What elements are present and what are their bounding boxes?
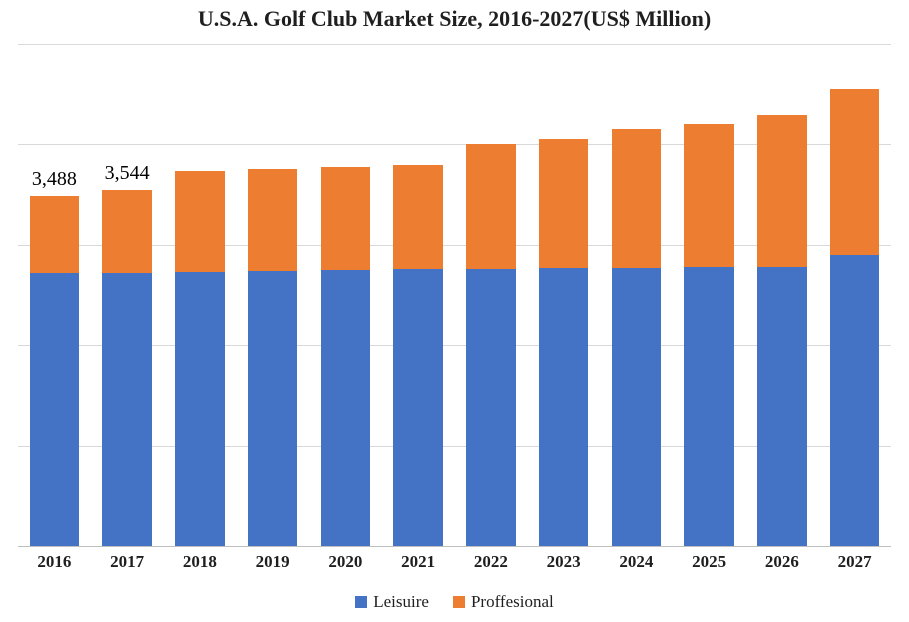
bar-slot [164, 44, 237, 546]
legend-swatch [453, 596, 465, 608]
bar-segment [30, 273, 79, 546]
bar-segment [757, 267, 806, 546]
bar-segment [102, 273, 151, 546]
legend-label: Leisuire [373, 592, 429, 612]
bar-slot [746, 44, 819, 546]
legend-item: Proffesional [453, 592, 554, 612]
x-tick-label: 2019 [236, 552, 309, 572]
bar-stack [684, 124, 733, 546]
bar-slot [382, 44, 455, 546]
bar-stack [539, 139, 588, 546]
bar-segment [466, 144, 515, 268]
bar-segment [30, 196, 79, 273]
plot-area: 3,4883,544 [18, 44, 891, 546]
bar-slot: 3,544 [91, 44, 164, 546]
bar-stack [102, 190, 151, 546]
x-tick-label: 2016 [18, 552, 91, 572]
bar-segment [539, 268, 588, 546]
bar-segment [539, 139, 588, 268]
bar-stack [612, 129, 661, 546]
bar-segment [830, 255, 879, 546]
bar-top-label: 3,488 [18, 168, 91, 191]
bar-segment [248, 271, 297, 546]
bar-segment [248, 169, 297, 271]
bar-stack [30, 196, 79, 546]
bar-slot: 3,488 [18, 44, 91, 546]
x-tick-label: 2023 [527, 552, 600, 572]
x-tick-label: 2027 [818, 552, 891, 572]
bar-slot [236, 44, 309, 546]
legend-item: Leisuire [355, 592, 429, 612]
bar-stack [321, 167, 370, 547]
x-tick-label: 2026 [746, 552, 819, 572]
legend-label: Proffesional [471, 592, 554, 612]
bar-segment [175, 171, 224, 272]
bar-segment [830, 89, 879, 255]
bar-stack [466, 144, 515, 546]
bar-segment [684, 124, 733, 267]
x-axis: 2016201720182019202020212022202320242025… [18, 552, 891, 572]
bar-segment [466, 269, 515, 546]
bar-stack [248, 169, 297, 547]
bar-slot [309, 44, 382, 546]
bar-stack [757, 115, 806, 546]
bar-segment [612, 129, 661, 268]
chart-container: U.S.A. Golf Club Market Size, 2016-2027(… [0, 0, 909, 622]
bar-segment [612, 268, 661, 546]
legend-swatch [355, 596, 367, 608]
bar-slot [673, 44, 746, 546]
x-tick-label: 2020 [309, 552, 382, 572]
bar-stack [393, 165, 442, 547]
bar-segment [102, 190, 151, 273]
x-tick-label: 2021 [382, 552, 455, 572]
bar-slot [527, 44, 600, 546]
bar-segment [757, 115, 806, 267]
bar-segment [321, 270, 370, 546]
bar-segment [393, 269, 442, 546]
x-tick-label: 2025 [673, 552, 746, 572]
bar-segment [321, 167, 370, 270]
bar-slot [455, 44, 528, 546]
x-tick-label: 2017 [91, 552, 164, 572]
bar-stack [175, 171, 224, 546]
x-tick-label: 2024 [600, 552, 673, 572]
x-tick-label: 2018 [164, 552, 237, 572]
bar-segment [175, 272, 224, 546]
x-axis-line [18, 546, 891, 547]
bar-slot [600, 44, 673, 546]
legend: Leisuire Proffesional [18, 592, 891, 612]
bars-group: 3,4883,544 [18, 44, 891, 546]
bar-slot [818, 44, 891, 546]
bar-segment [393, 165, 442, 269]
bar-stack [830, 89, 879, 546]
x-tick-label: 2022 [455, 552, 528, 572]
chart-title: U.S.A. Golf Club Market Size, 2016-2027(… [0, 0, 909, 32]
bar-top-label: 3,544 [91, 162, 164, 185]
bar-segment [684, 267, 733, 546]
